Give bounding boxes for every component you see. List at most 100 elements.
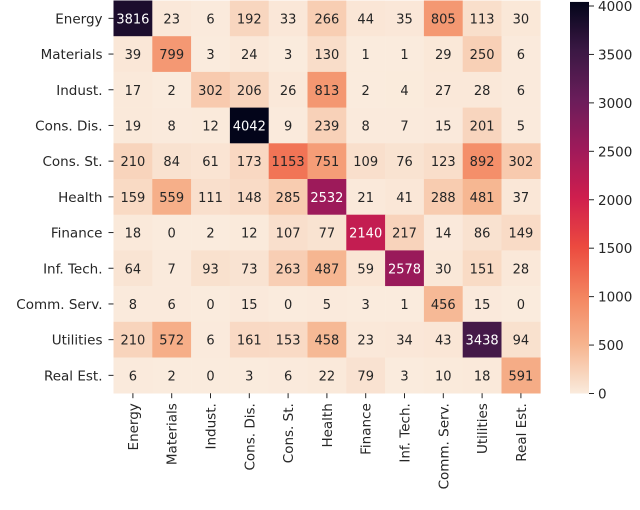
heatmap-cell [462,286,502,323]
colorbar-tick-label: 2500 [598,144,632,160]
colorbar-tick-label: 3500 [598,47,632,63]
heatmap-cell [113,71,153,108]
heatmap-cell [501,179,541,215]
cell-value-label: 24 [241,48,258,63]
row-label: Materials [41,47,103,63]
cell-value-label: 3 [206,48,214,63]
heatmap-cell [268,0,308,37]
colorbar-tick-label: 500 [598,338,624,354]
heatmap-cell [346,357,386,394]
heatmap-cell [385,214,425,251]
heatmap-cell [501,286,541,323]
heatmap-cell [346,143,386,180]
cell-value-label: 805 [431,12,456,27]
cell-value-label: 892 [470,155,495,170]
cell-value-label: 799 [159,48,184,63]
heatmap-cell [152,321,192,358]
cell-value-label: 210 [120,334,145,349]
cell-value-label: 458 [314,334,339,349]
cell-value-label: 76 [396,155,413,170]
heatmap-cell [113,107,153,144]
cell-value-label: 3438 [466,334,499,349]
heatmap-cell [152,143,192,180]
cell-value-label: 456 [431,298,456,313]
cell-value-label: 6 [517,84,525,99]
cell-value-label: 30 [513,12,530,27]
cell-value-label: 201 [470,119,495,134]
cell-value-label: 2578 [388,262,421,277]
heatmap-cell [501,250,541,287]
cell-value-label: 17 [125,84,142,99]
cell-value-label: 153 [276,334,301,349]
cell-value-label: 84 [163,155,180,170]
cell-value-label: 3 [245,369,253,384]
cell-value-label: 2532 [310,191,343,206]
heatmap-cell [423,286,463,323]
heatmap-cell [191,179,231,215]
heatmap-cell [423,179,463,215]
cell-value-label: 149 [508,227,533,242]
heatmap-cell [385,143,425,180]
cell-value-label: 43 [435,334,452,349]
cell-value-label: 64 [125,262,142,277]
heatmap-cell [191,321,231,358]
cell-value-label: 0 [517,298,525,313]
cell-value-label: 109 [353,155,378,170]
cell-value-label: 111 [198,191,223,206]
heatmap-cell [462,107,502,144]
cell-value-label: 0 [284,298,292,313]
row-label: Indust. [56,83,102,99]
cell-value-label: 210 [120,155,145,170]
cell-value-label: 6 [206,334,214,349]
heatmap-cell [268,107,308,144]
heatmap-cell [385,36,425,73]
cell-value-label: 3816 [116,12,149,27]
cell-value-label: 285 [276,191,301,206]
heatmap-cell [191,286,231,323]
row-labels: Energy Materials Indust. Cons. Dis. Cons. St… [16,11,114,384]
cell-value-label: 487 [314,262,339,277]
heatmap-cell [385,321,425,358]
heatmap-cell [346,214,386,251]
cell-value-label: 26 [280,84,297,99]
cell-value-label: 1153 [272,155,305,170]
heatmap-cell [346,107,386,144]
row-label: Real Est. [44,368,103,384]
heatmap-cell [307,286,347,323]
heatmap-cell [268,179,308,215]
cell-value-label: 94 [513,334,530,349]
heatmap-cell [307,71,347,108]
cell-value-label: 86 [474,227,491,242]
heatmap-cell [113,0,153,37]
cell-value-label: 28 [513,262,530,277]
heatmap-cell [307,321,347,358]
heatmap-cell [346,250,386,287]
heatmap-cell [113,321,153,358]
cell-value-label: 6 [284,369,292,384]
heatmap-cell [229,71,269,108]
cell-value-label: 148 [237,191,262,206]
heatmap-cell [307,357,347,394]
cell-value-label: 0 [168,227,176,242]
heatmap-cell [307,179,347,215]
row-label: Utilities [52,333,103,349]
heatmap-cell [229,179,269,215]
heatmap-cell [191,71,231,108]
cell-value-label: 302 [198,84,223,99]
cell-value-label: 302 [508,155,533,170]
heatmap-cell [501,0,541,37]
cell-value-label: 173 [237,155,262,170]
heatmap-cell [462,321,502,358]
heatmap-cell [462,71,502,108]
heatmap-cell [462,36,502,73]
cell-value-label: 161 [237,334,262,349]
heatmap-cell [423,36,463,73]
heatmap-cell [113,214,153,251]
heatmap-cell [501,214,541,251]
heatmap-cell [462,250,502,287]
cell-value-label: 591 [508,369,533,384]
cell-value-label: 30 [435,262,452,277]
cell-value-label: 9 [284,119,292,134]
heatmap-cell [113,143,153,180]
cell-value-label: 59 [357,262,374,277]
